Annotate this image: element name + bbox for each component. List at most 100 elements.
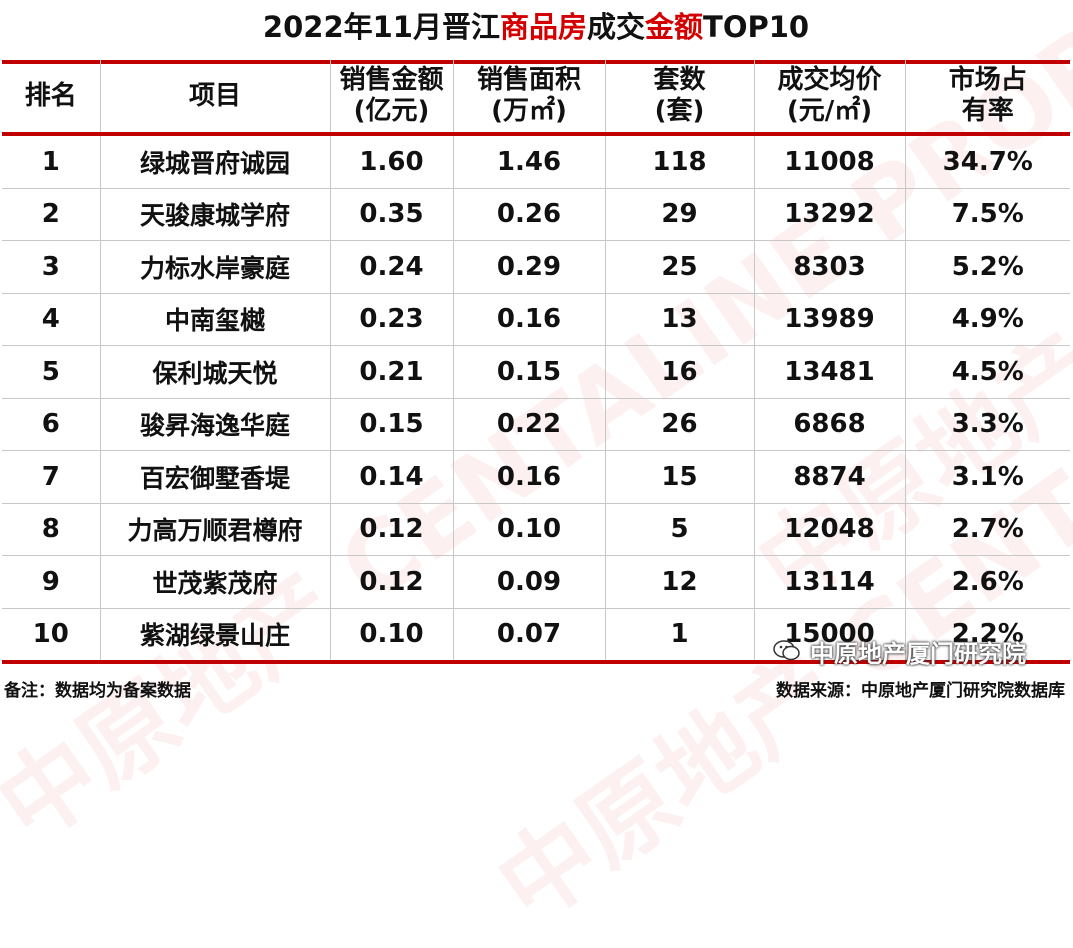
- header-rank: 排名: [2, 60, 101, 136]
- table-row: 5 保利城天悦 0.21 0.15 16 13481 4.5%: [2, 345, 1070, 399]
- cell-rank: 1: [2, 134, 101, 189]
- cell-rank: 2: [2, 188, 101, 241]
- cell-project: 中南玺樾: [99, 293, 331, 346]
- cell-rank: 10: [2, 608, 101, 664]
- cell-share: 2.7%: [904, 503, 1070, 556]
- table-row: 10 紫湖绿景山庄 0.10 0.07 1 15000 2.2%: [2, 608, 1070, 664]
- ranking-table: 排名 项目 销售金额 (亿元) 销售面积 (万㎡) 套数 (套) 成交均价 (元/㎡) …: [2, 60, 1070, 664]
- table-row: 3 力标水岸豪庭 0.24 0.29 25 8303 5.2%: [2, 240, 1070, 294]
- cell-rank: 8: [2, 503, 101, 556]
- cell-amount: 0.10: [329, 608, 454, 664]
- cell-share: 2.2%: [904, 608, 1070, 664]
- cell-price: 12048: [753, 503, 906, 556]
- cell-share: 3.3%: [904, 398, 1070, 451]
- table-row: 8 力高万顺君樽府 0.12 0.10 5 12048 2.7%: [2, 503, 1070, 556]
- cell-area: 0.07: [452, 608, 606, 664]
- title-highlight: 金额: [645, 10, 704, 44]
- cell-amount: 0.23: [329, 293, 454, 346]
- cell-area: 0.16: [452, 293, 606, 346]
- cell-share: 7.5%: [904, 188, 1070, 241]
- header-project: 项目: [99, 60, 331, 136]
- cell-units: 16: [604, 345, 755, 399]
- cell-price: 13292: [753, 188, 906, 241]
- cell-amount: 1.60: [329, 134, 454, 189]
- cell-project: 骏昇海逸华庭: [99, 398, 331, 451]
- cell-price: 13114: [753, 555, 906, 609]
- cell-share: 2.6%: [904, 555, 1070, 609]
- title-highlight: 商品房: [499, 10, 587, 44]
- cell-area: 1.46: [452, 134, 606, 189]
- cell-rank: 5: [2, 345, 101, 399]
- table-row: 9 世茂紫茂府 0.12 0.09 12 13114 2.6%: [2, 555, 1070, 609]
- cell-area: 0.26: [452, 188, 606, 241]
- cell-share: 4.9%: [904, 293, 1070, 346]
- table-row: 7 百宏御墅香堤 0.14 0.16 15 8874 3.1%: [2, 450, 1070, 504]
- cell-amount: 0.35: [329, 188, 454, 241]
- cell-project: 力高万顺君樽府: [99, 503, 331, 556]
- cell-price: 11008: [753, 134, 906, 189]
- cell-share: 5.2%: [904, 240, 1070, 294]
- cell-units: 1: [604, 608, 755, 664]
- cell-units: 5: [604, 503, 755, 556]
- title-text: 成交: [587, 10, 646, 44]
- header-share: 市场占 有率: [904, 60, 1070, 136]
- cell-project: 世茂紫茂府: [99, 555, 331, 609]
- cell-price: 8874: [753, 450, 906, 504]
- cell-area: 0.15: [452, 345, 606, 399]
- table-row: 2 天骏康城学府 0.35 0.26 29 13292 7.5%: [2, 188, 1070, 241]
- cell-project: 保利城天悦: [99, 345, 331, 399]
- cell-amount: 0.24: [329, 240, 454, 294]
- cell-price: 13481: [753, 345, 906, 399]
- cell-amount: 0.14: [329, 450, 454, 504]
- footer-source: 数据来源：中原地产厦门研究院数据库: [776, 681, 1065, 701]
- cell-project: 天骏康城学府: [99, 188, 331, 241]
- cell-share: 4.5%: [904, 345, 1070, 399]
- cell-amount: 0.15: [329, 398, 454, 451]
- cell-units: 26: [604, 398, 755, 451]
- cell-area: 0.22: [452, 398, 606, 451]
- cell-rank: 4: [2, 293, 101, 346]
- cell-area: 0.09: [452, 555, 606, 609]
- cell-price: 8303: [753, 240, 906, 294]
- cell-amount: 0.12: [329, 555, 454, 609]
- report-sheet: 2022年11月晋江商品房成交金额TOP10 排名 项目 销售金额 (亿元) 销售…: [2, 2, 1070, 672]
- cell-units: 118: [604, 134, 755, 189]
- wechat-account-badge: 中原地产厦门研究院: [772, 634, 1026, 668]
- cell-price: 15000: [753, 608, 906, 664]
- header-price: 成交均价 (元/㎡): [753, 60, 906, 136]
- title-text: 2022年11月晋江: [262, 10, 500, 44]
- table-row: 4 中南玺樾 0.23 0.16 13 13989 4.9%: [2, 293, 1070, 346]
- header-amount: 销售金额 (亿元): [329, 60, 454, 136]
- header-units: 套数 (套): [604, 60, 755, 136]
- cell-units: 29: [604, 188, 755, 241]
- cell-area: 0.29: [452, 240, 606, 294]
- cell-project: 绿城晋府诚园: [99, 134, 331, 189]
- cell-project: 百宏御墅香堤: [99, 450, 331, 504]
- wechat-icon: [773, 640, 800, 661]
- title-text: TOP10: [703, 10, 810, 44]
- cell-area: 0.10: [452, 503, 606, 556]
- cell-price: 6868: [753, 398, 906, 451]
- cell-project: 力标水岸豪庭: [99, 240, 331, 294]
- cell-area: 0.16: [452, 450, 606, 504]
- cell-units: 12: [604, 555, 755, 609]
- cell-amount: 0.21: [329, 345, 454, 399]
- header-area: 销售面积 (万㎡): [452, 60, 606, 136]
- cell-units: 25: [604, 240, 755, 294]
- cell-rank: 3: [2, 240, 101, 294]
- cell-units: 13: [604, 293, 755, 346]
- report-title: 2022年11月晋江商品房成交金额TOP10: [2, 2, 1070, 64]
- cell-units: 15: [604, 450, 755, 504]
- footer-note: 备注：数据均为备案数据: [4, 681, 191, 701]
- cell-amount: 0.12: [329, 503, 454, 556]
- cell-rank: 7: [2, 450, 101, 504]
- cell-rank: 6: [2, 398, 101, 451]
- wechat-account-name: 中原地产厦门研究院: [810, 639, 1026, 668]
- table-row: 1 绿城晋府诚园 1.60 1.46 118 11008 34.7%: [2, 134, 1070, 189]
- cell-share: 3.1%: [904, 450, 1070, 504]
- cell-project: 紫湖绿景山庄: [99, 608, 331, 664]
- cell-share: 34.7%: [904, 134, 1070, 189]
- cell-price: 13989: [753, 293, 906, 346]
- cell-rank: 9: [2, 555, 101, 609]
- table-header-row: 排名 项目 销售金额 (亿元) 销售面积 (万㎡) 套数 (套) 成交均价 (元/㎡) …: [2, 60, 1070, 136]
